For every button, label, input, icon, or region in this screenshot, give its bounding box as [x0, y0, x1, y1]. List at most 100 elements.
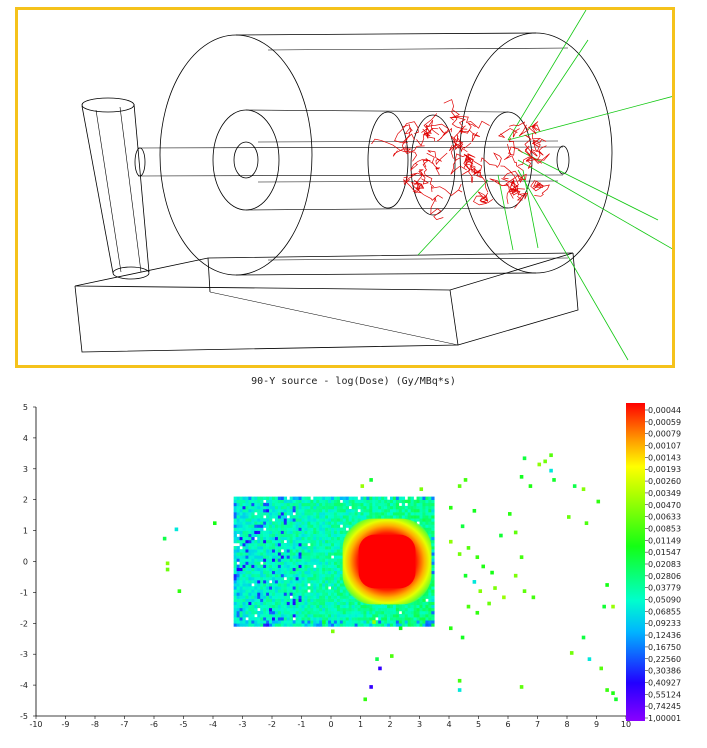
heatmap-cell: [286, 623, 290, 627]
x-tick-label: 10: [621, 720, 631, 729]
particle-track-red: [502, 170, 525, 191]
heatmap-cell: [319, 617, 323, 621]
heatmap-cell: [266, 527, 270, 531]
heatmap-cell: [375, 610, 379, 615]
heatmap-cell: [295, 567, 299, 572]
scatter-cell: [378, 666, 382, 671]
heatmap-cell: [292, 610, 296, 615]
heatmap-cell: [248, 592, 252, 596]
heatmap-cell: [289, 502, 293, 507]
heatmap-cell: [313, 620, 317, 624]
heatmap-cell: [236, 564, 240, 568]
heatmap-cell: [425, 521, 429, 525]
heatmap-cell: [236, 589, 240, 593]
scatter-cell: [493, 586, 497, 590]
heatmap-cell: [363, 623, 367, 627]
heatmap-cell: [422, 601, 426, 606]
heatmap-cell: [384, 496, 388, 500]
heatmap-cell: [260, 555, 264, 559]
heatmap-cell: [301, 561, 305, 565]
colorbar-tick-label: 0,00260: [648, 477, 681, 486]
heatmap-cell: [325, 567, 329, 572]
heatmap-cell: [304, 561, 308, 565]
heatmap-cell: [274, 499, 279, 504]
heatmap-cell: [301, 620, 305, 624]
heatmap-cell: [301, 555, 305, 559]
heatmap-cell: [381, 604, 385, 609]
heatmap-cell: [269, 617, 273, 621]
heatmap-cell: [248, 555, 252, 559]
heatmap-cell: [245, 515, 249, 519]
heatmap-cell: [363, 508, 367, 513]
heatmap-cell: [277, 539, 282, 544]
heatmap-cell: [272, 620, 276, 624]
heatmap-cell: [236, 583, 240, 587]
heatmap-cell: [304, 499, 308, 504]
heatmap-cell: [301, 552, 305, 556]
heatmap-cell: [313, 552, 317, 556]
heatmap-cell: [336, 620, 341, 624]
heatmap-cell: [316, 536, 320, 541]
heatmap-cell: [298, 536, 302, 541]
heatmap-cell: [254, 521, 258, 525]
heatmap-cell: [316, 573, 320, 578]
heatmap-cell: [331, 552, 335, 556]
heatmap-cell: [316, 546, 320, 550]
heatmap-cell: [375, 512, 379, 516]
heatmap-cell: [254, 539, 258, 544]
heatmap-cell: [339, 570, 344, 575]
heatmap-cell: [254, 576, 258, 581]
heatmap-cell: [313, 607, 317, 612]
particle-track-green: [507, 96, 672, 141]
heatmap-cell: [431, 539, 435, 544]
heatmap-cell: [280, 595, 285, 599]
heatmap-cell: [277, 496, 282, 500]
heatmap-cell: [328, 512, 332, 516]
heatmap-cell: [316, 617, 320, 621]
heatmap-cell: [390, 610, 394, 615]
bore-line: [257, 140, 559, 143]
heatmap-cell: [266, 564, 270, 568]
heatmap-cell: [413, 505, 417, 510]
heatmap-cell: [422, 505, 426, 510]
heatmap-cell: [325, 555, 329, 559]
heatmap-cell: [333, 623, 338, 627]
heatmap-cell: [328, 518, 332, 522]
particle-track-red: [477, 191, 494, 204]
heatmap-cell: [295, 512, 299, 516]
heatmap-cell: [263, 564, 267, 568]
heatmap-cell: [310, 530, 314, 534]
heatmap-cell: [257, 614, 261, 618]
heatmap-cell: [348, 614, 352, 618]
heatmap-cell: [431, 623, 435, 627]
heatmap-cell: [248, 515, 252, 519]
heatmap-cell: [351, 601, 355, 606]
heatmap-cell: [292, 583, 296, 587]
heatmap-cell: [325, 623, 329, 627]
heatmap-cell: [239, 542, 243, 547]
heatmap-cell: [269, 620, 273, 624]
heatmap-cell: [322, 515, 326, 519]
heatmap-cell: [274, 614, 279, 618]
heatmap-cell: [263, 546, 267, 550]
heatmap-cell: [360, 607, 364, 612]
heatmap-cell: [319, 595, 323, 599]
heatmap-cell: [419, 512, 423, 516]
scatter-cell: [369, 685, 373, 689]
heatmap-cell: [233, 546, 237, 550]
heatmap-cell: [269, 583, 273, 587]
x-tick-label: 6: [505, 720, 510, 729]
heatmap-cell: [269, 592, 273, 596]
heatmap-cell: [292, 530, 296, 534]
heatmap-cell: [387, 505, 391, 510]
heatmap-cell: [422, 614, 426, 618]
heatmap-cell: [319, 592, 323, 596]
heatmap-cell: [304, 530, 308, 534]
heatmap-cell: [304, 604, 308, 609]
heatmap-cell: [425, 499, 429, 504]
heatmap-cell: [307, 586, 311, 590]
heatmap-cell: [428, 527, 432, 531]
heatmap-cell: [239, 558, 243, 562]
heatmap-cell: [375, 623, 379, 627]
heatmap-cell: [325, 515, 329, 519]
